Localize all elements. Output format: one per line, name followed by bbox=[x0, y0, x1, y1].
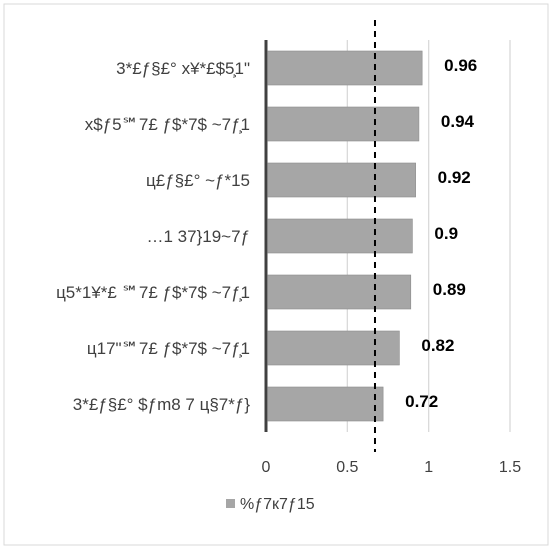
x-tick-label: 0.5 bbox=[336, 459, 358, 476]
bar-layer bbox=[267, 50, 423, 422]
bar bbox=[267, 386, 384, 422]
label-layer: 0 0.5 1 1.5 3*£ƒ§£° x¥*£$5̧1" 0.96 x$ƒ5℠7£ ƒ$*… bbox=[56, 56, 521, 476]
grid-layer bbox=[264, 40, 511, 432]
data-label: 0.92 bbox=[438, 168, 471, 187]
bar bbox=[267, 330, 400, 366]
category-label: ц£ƒ§£° ~ƒ*15 bbox=[146, 171, 250, 190]
category-label: ц17"℠7£ ƒ$*7$ ~7ƒ̧1 bbox=[87, 339, 250, 358]
bar bbox=[267, 274, 412, 310]
category-label: ц5*1¥*£ ℠7£ ƒ$*7$ ~7ƒ̧1 bbox=[56, 283, 250, 302]
x-tick-label: 0 bbox=[262, 459, 271, 476]
data-label: 0.72 bbox=[405, 392, 438, 411]
legend-swatch bbox=[226, 499, 235, 508]
category-label: 3*£ƒ§£° x¥*£$5̧1" bbox=[116, 59, 250, 78]
data-label: 0.94 bbox=[441, 112, 475, 131]
x-tick-label: 1 bbox=[424, 459, 433, 476]
data-label: 0.96 bbox=[444, 56, 477, 75]
bar bbox=[267, 218, 413, 254]
data-label: 0.82 bbox=[421, 336, 454, 355]
bar bbox=[267, 50, 423, 86]
x-tick-label: 1.5 bbox=[499, 459, 521, 476]
data-label: 0.89 bbox=[433, 280, 466, 299]
category-label: …1 37}19~7ƒ bbox=[146, 227, 250, 246]
legend: %ƒ7к7ƒ15 bbox=[226, 496, 315, 513]
category-label: 3*£ƒ§£° $ƒm8 7 ц§7*ƒ} bbox=[73, 395, 251, 414]
chart-border bbox=[3, 3, 549, 546]
data-label: 0.9 bbox=[434, 224, 458, 243]
legend-label: %ƒ7к7ƒ15 bbox=[240, 496, 315, 513]
bar bbox=[267, 106, 420, 142]
bar bbox=[267, 162, 416, 198]
category-label: x$ƒ5℠7£ ƒ$*7$ ~7ƒ̧1 bbox=[85, 115, 250, 134]
